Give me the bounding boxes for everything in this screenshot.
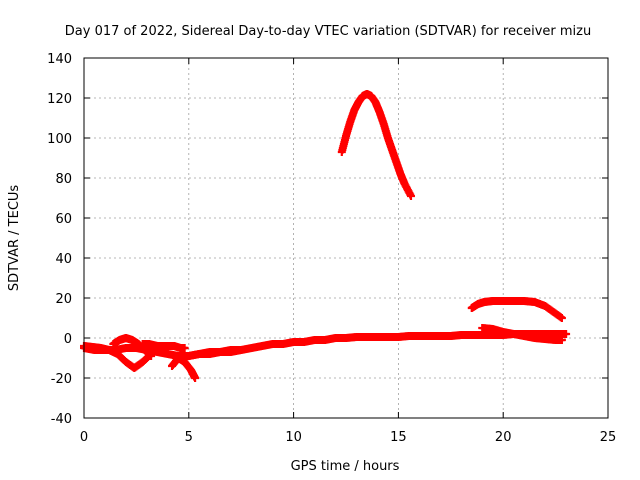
data-points: [80, 90, 571, 382]
data-point: [557, 314, 566, 322]
x-tick-label: 10: [285, 430, 302, 445]
data-point: [406, 192, 415, 200]
data-point: [147, 352, 156, 360]
y-tick-label: 60: [55, 212, 72, 227]
x-tick-label: 15: [390, 430, 407, 445]
y-tick-label: 80: [55, 172, 72, 187]
y-tick-label: 120: [47, 92, 72, 107]
axes: 0 5 10 15 20 25 -40 -20 0 20 40 60 80 100 120 140: [47, 52, 616, 445]
x-axis-label: GPS time / hours: [291, 459, 400, 474]
series-satellite-arc-high: [337, 90, 415, 200]
chart-title: Day 017 of 2022, Sidereal Day-to-day VTE…: [65, 24, 591, 39]
series-early-arc-c: [138, 340, 189, 352]
series-early-arc-a: [80, 342, 156, 372]
series-morning-arc: [174, 346, 246, 362]
y-axis-label: SDTVAR / TECUs: [7, 185, 22, 292]
data-point: [191, 374, 200, 382]
data-point: [180, 344, 189, 352]
y-tick-label: 0: [64, 332, 72, 347]
plot-frame: [83, 57, 609, 419]
series-satellite-arc-evening: [467, 297, 566, 322]
y-tick-label: -20: [51, 372, 72, 387]
y-tick-label: -40: [51, 412, 72, 427]
data-point: [237, 346, 246, 354]
x-tick-label: 20: [495, 430, 512, 445]
data-point: [562, 330, 571, 338]
x-tick-label: 5: [185, 430, 193, 445]
x-tick-label: 25: [600, 430, 617, 445]
y-tick-label: 40: [55, 252, 72, 267]
y-tick-label: 140: [47, 52, 72, 67]
y-tick-label: 100: [47, 132, 72, 147]
y-tick-label: 20: [55, 292, 72, 307]
x-tick-label: 0: [80, 430, 88, 445]
